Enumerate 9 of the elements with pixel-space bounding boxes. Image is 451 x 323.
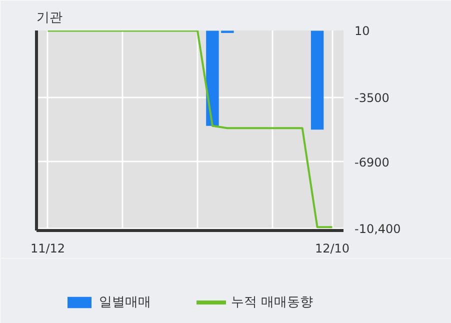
y-tick-label: -3500 <box>354 90 390 105</box>
y-tick-label: -10,400 <box>354 222 401 236</box>
chart-title: 기관 <box>36 10 62 26</box>
y-tick-label: -6900 <box>354 155 390 170</box>
legend-label: 일별매매 <box>99 294 151 311</box>
legend-label: 누적 매매동향 <box>231 294 314 311</box>
y-tick-label: 10 <box>354 24 370 38</box>
x-tick-label: 12/10 <box>314 242 350 256</box>
x-tick-label: 11/12 <box>30 242 66 256</box>
